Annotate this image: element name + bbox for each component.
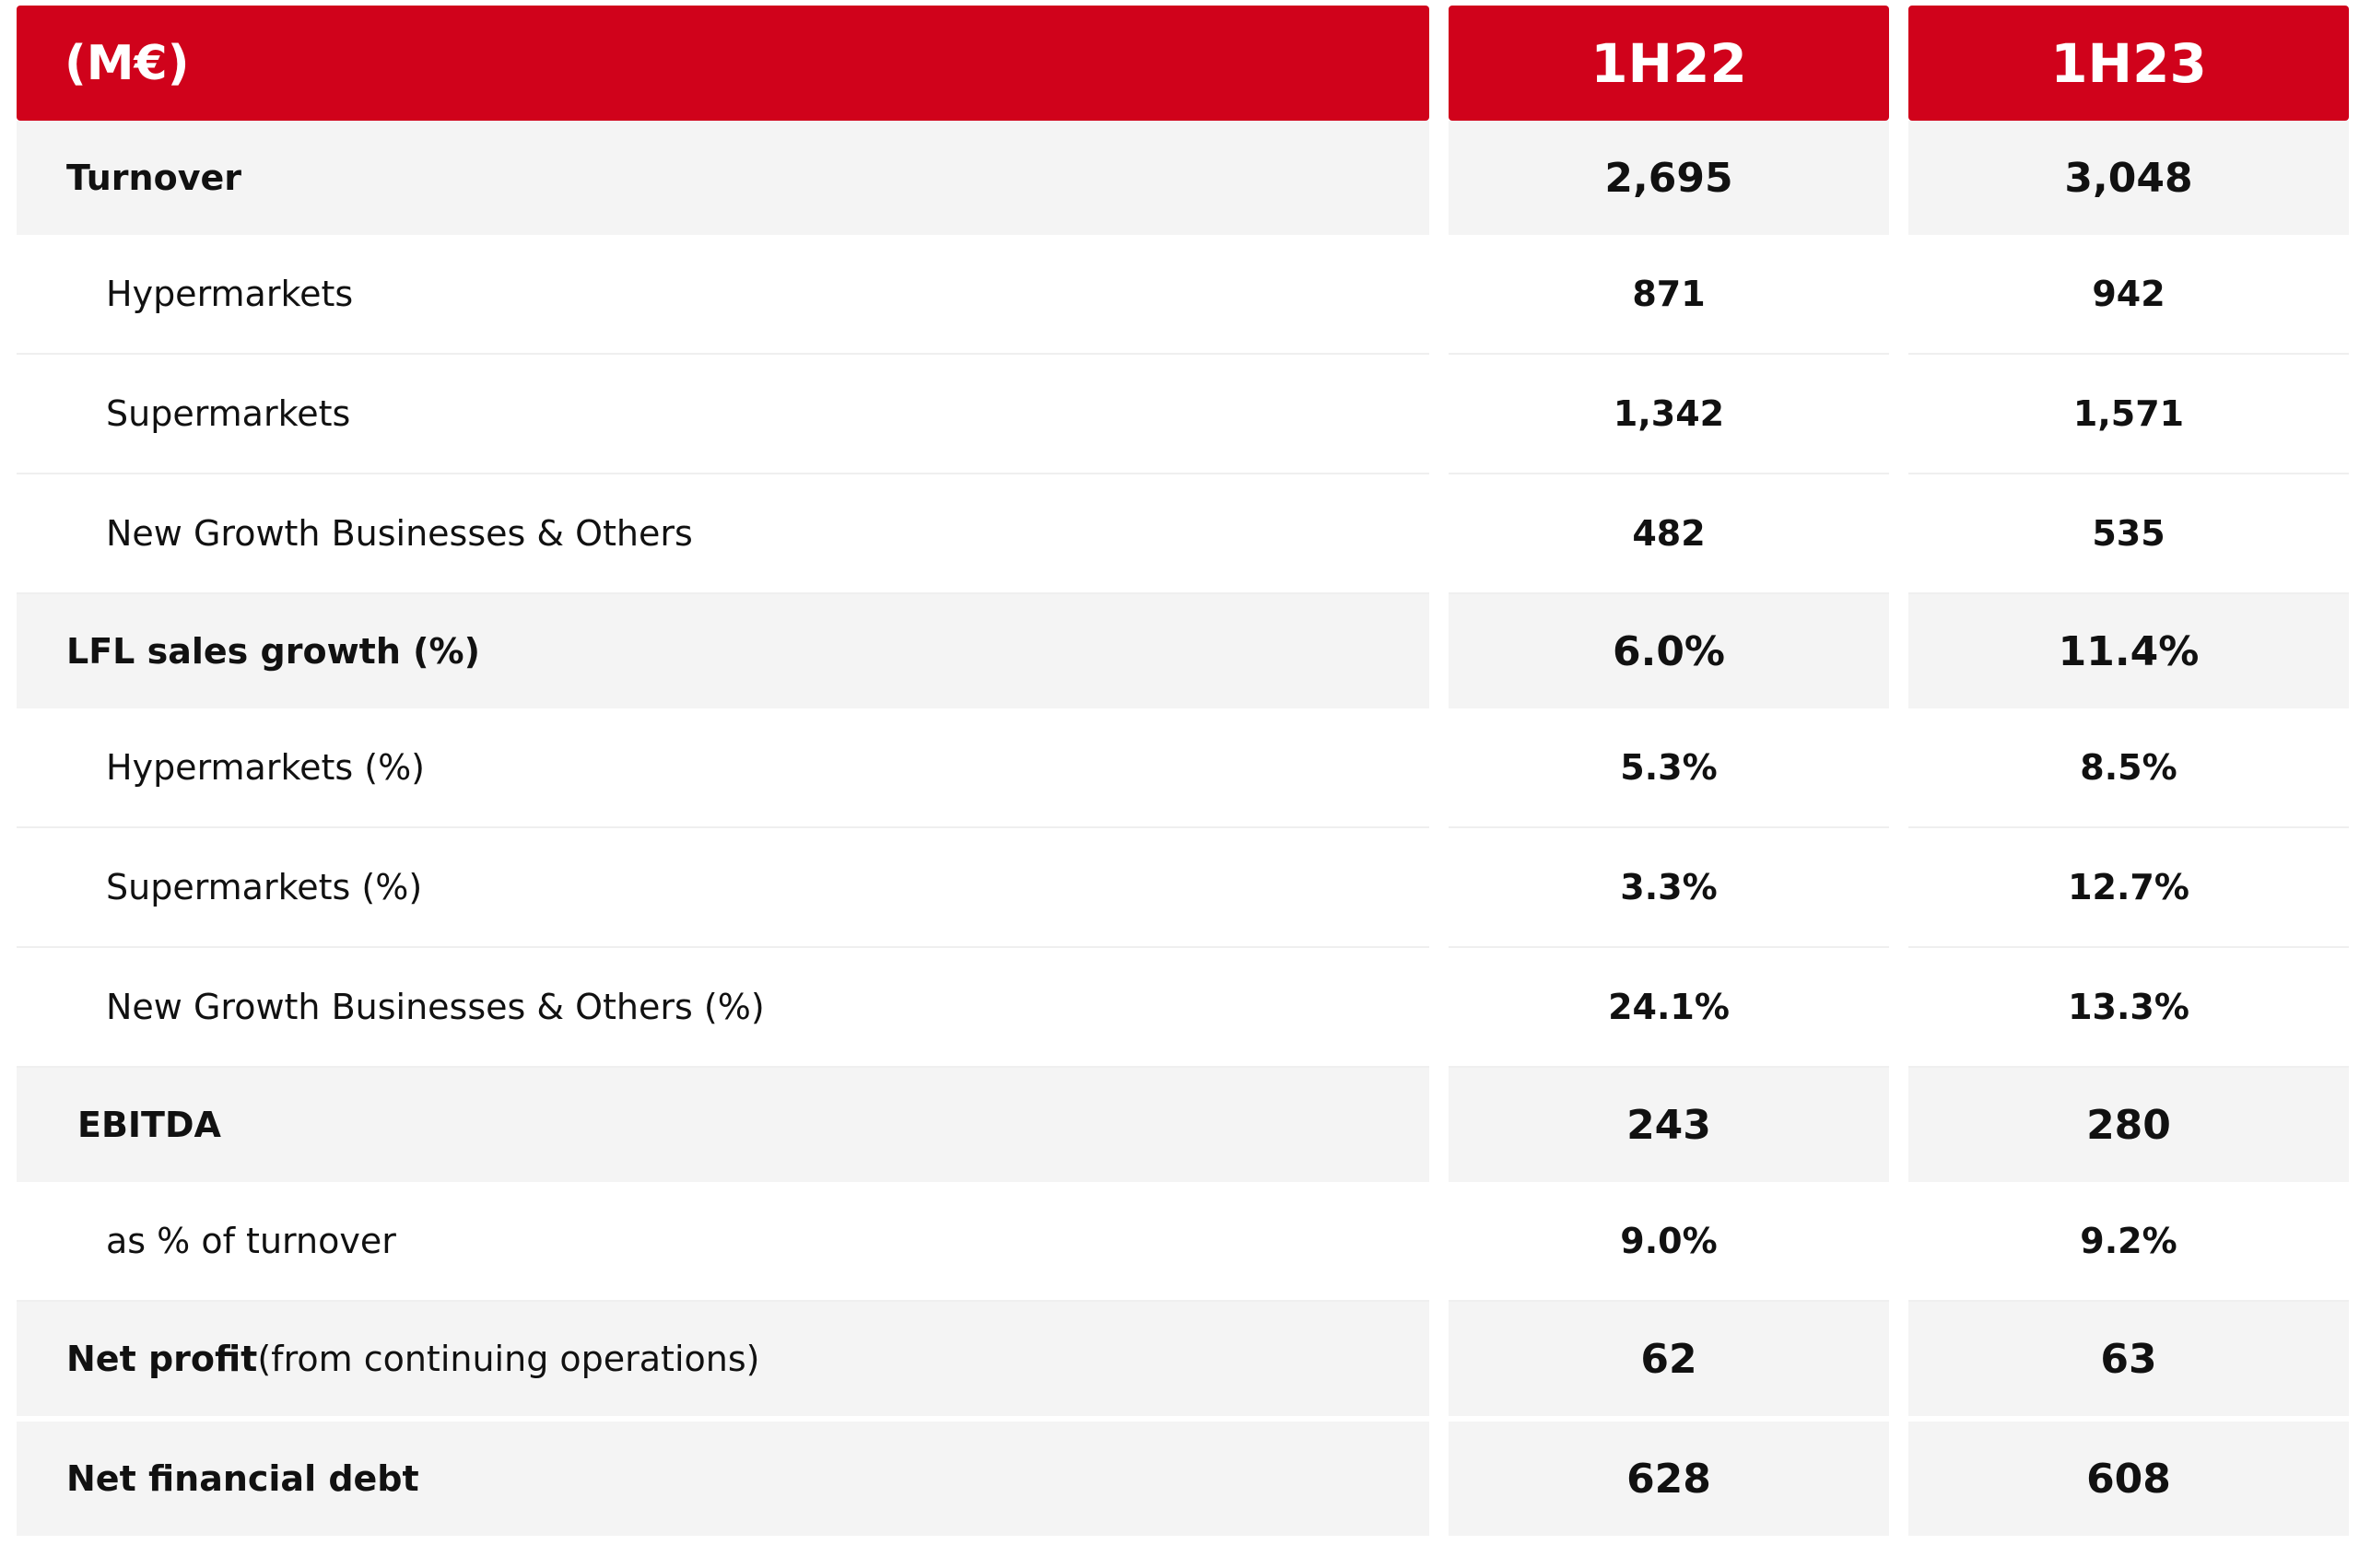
row-turnover-1h22: 2,695 [1449, 121, 1889, 235]
row-turnover-1h23: 3,048 [1908, 121, 2349, 235]
row-new-growth-1h23: 535 [1908, 474, 2349, 594]
row-hypermarkets-1h23: 942 [1908, 235, 2349, 355]
row-ebitda-margin-1h23: 9.2% [1908, 1182, 2349, 1302]
row-net-profit-1h22: 62 [1449, 1302, 1889, 1416]
row-lfl-1h22: 6.0% [1449, 594, 1889, 708]
net-profit-qualifier: (from continuing operations) [257, 1339, 760, 1379]
row-new-growth-label: New Growth Businesses & Others [17, 474, 1429, 594]
row-lfl-label: LFL sales growth (%) [17, 594, 1429, 708]
row-hypermarkets-1h22: 871 [1449, 235, 1889, 355]
row-new-growth-1h22: 482 [1449, 474, 1889, 594]
row-supermarkets-1h22: 1,342 [1449, 355, 1889, 474]
row-supermarkets-label: Supermarkets [17, 355, 1429, 474]
header-unit-label: (M€) [17, 6, 1429, 121]
row-new-growth-pct-1h22: 24.1% [1449, 948, 1889, 1068]
row-ebitda-1h23: 280 [1908, 1068, 2349, 1182]
row-supermarkets-pct-label: Supermarkets (%) [17, 828, 1429, 948]
row-ebitda-margin-label: as % of turnover [17, 1182, 1429, 1302]
financial-summary-table: (M€) 1H22 1H23 Turnover 2,695 3,048 Hype… [17, 6, 2350, 1536]
row-new-growth-pct-label: New Growth Businesses & Others (%) [17, 948, 1429, 1068]
header-1h23: 1H23 [1908, 6, 2349, 121]
row-ebitda-label: EBITDA [17, 1068, 1429, 1182]
row-new-growth-pct-1h23: 13.3% [1908, 948, 2349, 1068]
row-net-debt-1h23: 608 [1908, 1422, 2349, 1536]
row-net-profit-1h23: 63 [1908, 1302, 2349, 1416]
net-profit-title: Net profit [66, 1339, 258, 1379]
row-turnover-label: Turnover [17, 121, 1429, 235]
row-lfl-1h23: 11.4% [1908, 594, 2349, 708]
row-hypermarkets-label: Hypermarkets [17, 235, 1429, 355]
row-ebitda-margin-1h22: 9.0% [1449, 1182, 1889, 1302]
header-1h22: 1H22 [1449, 6, 1889, 121]
row-hypermarkets-pct-label: Hypermarkets (%) [17, 708, 1429, 828]
row-ebitda-1h22: 243 [1449, 1068, 1889, 1182]
row-supermarkets-pct-1h22: 3.3% [1449, 828, 1889, 948]
row-supermarkets-pct-1h23: 12.7% [1908, 828, 2349, 948]
row-net-debt-label: Net financial debt [17, 1422, 1429, 1536]
row-hypermarkets-pct-1h23: 8.5% [1908, 708, 2349, 828]
row-net-profit-label: Net profit (from continuing operations) [17, 1302, 1429, 1416]
row-net-debt-1h22: 628 [1449, 1422, 1889, 1536]
row-hypermarkets-pct-1h22: 5.3% [1449, 708, 1889, 828]
row-supermarkets-1h23: 1,571 [1908, 355, 2349, 474]
